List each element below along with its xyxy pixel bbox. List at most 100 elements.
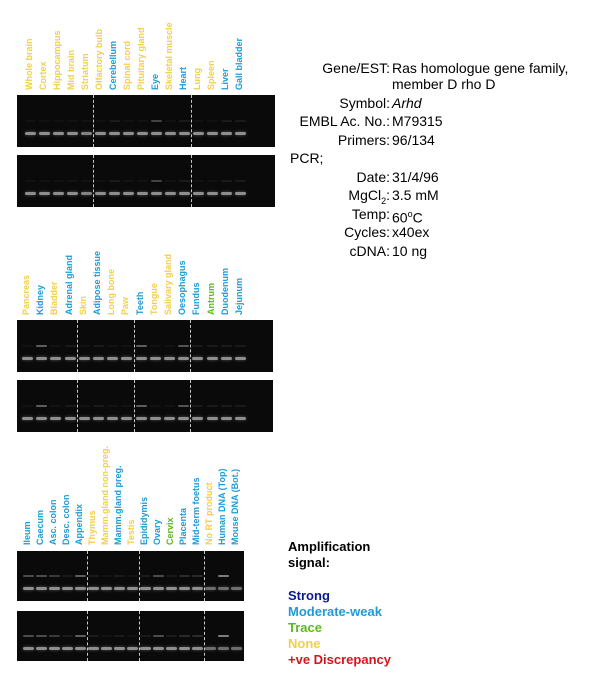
- gel-band: [231, 647, 242, 650]
- gel-band: [153, 635, 164, 637]
- gel-band: [218, 575, 229, 577]
- gel-band: [207, 119, 218, 122]
- lane-label: Mid-term foetus: [191, 477, 201, 546]
- gel-band: [22, 404, 33, 407]
- gel-band: [25, 119, 36, 122]
- gel-band: [179, 132, 190, 136]
- info-key: Primers:: [337, 131, 390, 148]
- gel-band: [153, 575, 164, 577]
- gel-band: [137, 132, 148, 136]
- lane-label: Oesophagus: [177, 260, 188, 315]
- info-key: Gene/EST:: [322, 60, 390, 76]
- legend-title-line2: signal:: [288, 555, 330, 570]
- gel-band: [123, 179, 134, 182]
- legend-item-moderate-weak: Moderate-weak: [288, 604, 382, 619]
- legend-item-ve-discrepancy: +ve Discrepancy: [288, 652, 391, 667]
- lane-label: Spinal cord: [122, 40, 132, 90]
- gel-band: [140, 635, 151, 637]
- gel-band: [36, 647, 47, 650]
- gel-band: [64, 417, 76, 421]
- gel-band: [93, 404, 104, 407]
- lane-divider: [86, 611, 88, 661]
- gel-band: [179, 192, 190, 196]
- gel-band: [205, 587, 216, 590]
- lane-label: No RT product: [204, 482, 214, 546]
- lane-label: Lung: [192, 68, 202, 90]
- gel-band: [95, 119, 106, 122]
- gel-band: [140, 587, 151, 590]
- gel-band: [137, 179, 148, 182]
- gel-band: [88, 587, 99, 590]
- gel-band: [127, 647, 138, 650]
- gel-band: [193, 192, 204, 196]
- lane-label: Tongue: [148, 283, 159, 315]
- gel-band: [93, 417, 104, 421]
- gel-band: [39, 179, 50, 182]
- gel-band: [192, 404, 204, 407]
- lane-label: Pituitary gland: [136, 27, 146, 90]
- gel-band: [192, 575, 203, 577]
- lane-label: Whole brain: [24, 38, 34, 91]
- gel-band: [218, 635, 229, 637]
- lane-divider: [133, 320, 135, 372]
- gel-band: [23, 647, 34, 650]
- gel-band: [25, 132, 36, 136]
- info-value: Ras homologue gene family,: [392, 60, 569, 76]
- lane-label: Gall bladder: [234, 37, 244, 90]
- gel-band: [62, 575, 73, 577]
- gel-band: [192, 647, 203, 650]
- gel-band: [101, 647, 112, 650]
- lane-label: Liver: [220, 68, 230, 90]
- lane-label: Bladder: [49, 281, 60, 315]
- lane-label: Mouse DNA (Bot.): [230, 468, 240, 545]
- gel-band: [36, 417, 48, 421]
- lane-label: Human DNA (Top): [217, 468, 227, 546]
- info-value: M79315: [392, 113, 443, 129]
- gel-band: [75, 575, 86, 577]
- gel-band: [179, 647, 190, 650]
- lane-label: Paw: [120, 296, 131, 315]
- gel-band: [81, 132, 92, 136]
- gel-band: [149, 344, 161, 347]
- gel-band: [179, 575, 190, 577]
- info-key-mgcl2: MgCl2:: [348, 187, 390, 206]
- gel-band: [78, 344, 90, 347]
- gel-band: [75, 587, 86, 590]
- gel-band: [164, 417, 175, 421]
- lane-label: Mamm.gland preg.: [113, 465, 123, 545]
- gel-band: [39, 132, 50, 136]
- gel-band: [64, 357, 76, 361]
- gel-band: [205, 647, 216, 650]
- gel-band: [49, 575, 60, 577]
- lane-label: Adipose tissue: [92, 250, 102, 315]
- gel-band: [93, 357, 104, 361]
- lane-label: Cervix: [165, 517, 175, 545]
- gel-band: [62, 587, 73, 590]
- gel-band: [235, 417, 246, 421]
- lane-label: Kidney: [35, 284, 46, 315]
- gel-band: [36, 344, 48, 347]
- gel-band: [220, 344, 232, 347]
- gel-band: [153, 587, 164, 590]
- gel-band: [135, 417, 147, 421]
- gel-band: [64, 404, 76, 407]
- gel-band: [151, 192, 162, 196]
- gel-band: [53, 119, 64, 122]
- lane-divider: [76, 380, 78, 432]
- gel-band: [114, 635, 125, 637]
- gel-band: [101, 587, 112, 590]
- lane-label: Cortex: [38, 61, 48, 90]
- gel-band: [36, 357, 48, 361]
- gel-band: [78, 404, 90, 407]
- gel-band: [151, 132, 162, 136]
- gel-band: [164, 344, 175, 347]
- lane-divider: [76, 320, 78, 372]
- gel-band: [101, 635, 112, 637]
- gel-band: [50, 344, 62, 347]
- gel-band: [164, 404, 175, 407]
- lane-label: Epididymis: [139, 496, 149, 545]
- gel-band: [23, 575, 34, 577]
- lane-divider: [86, 551, 88, 601]
- lane-divider: [133, 380, 135, 432]
- gel-band: [166, 587, 177, 590]
